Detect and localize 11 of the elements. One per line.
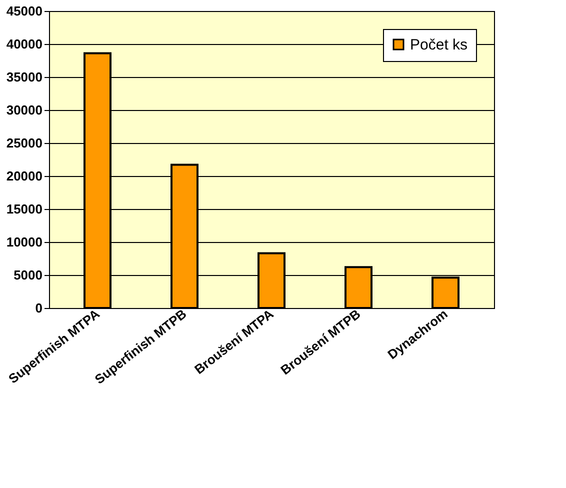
y-tick-label: 5000 [14, 268, 42, 282]
y-tick-label: 35000 [6, 70, 42, 84]
y-tick-label: 45000 [6, 4, 42, 18]
y-tick-label: 15000 [6, 202, 42, 216]
y-tick-label: 30000 [6, 102, 42, 118]
y-tick-label: 25000 [6, 136, 42, 150]
y-tick-label: 0 [35, 300, 42, 316]
y-tick-label: 10000 [6, 234, 42, 250]
y-tick-label: 20000 [6, 168, 42, 184]
y-tick-label: 40000 [6, 36, 42, 52]
legend-label: Počet ks [410, 36, 468, 54]
